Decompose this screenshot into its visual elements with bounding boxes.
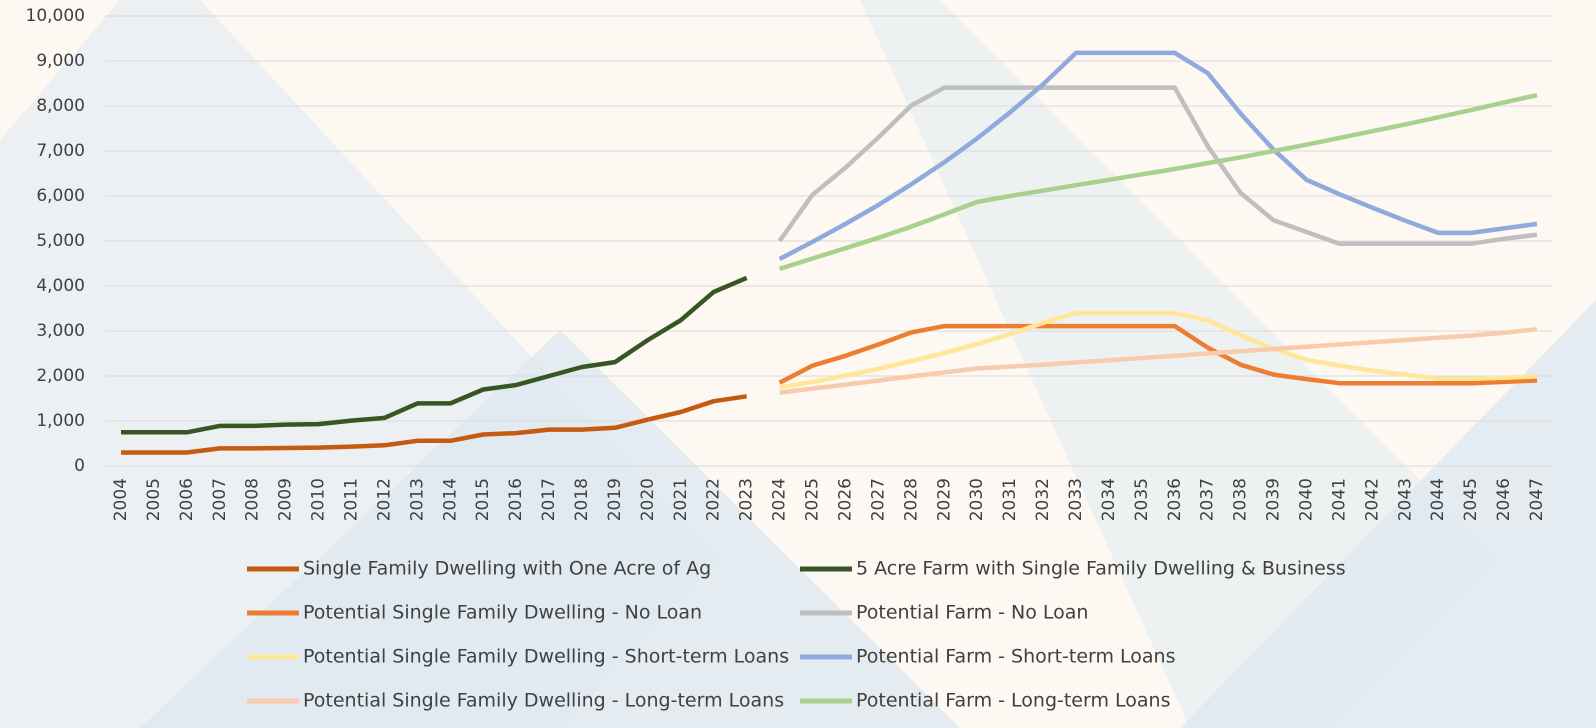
- y-tick-label: 6,000: [36, 186, 85, 206]
- y-tick-label: 9,000: [36, 51, 85, 71]
- series-line: [777, 85, 1538, 246]
- decoration: [1180, 300, 1596, 728]
- x-tick-label: 2028: [901, 478, 921, 521]
- axis-labels: 0 1,000 2,000 3,000 4,000 5,000 6,000 7,000 8,00…: [26, 6, 1547, 521]
- legend-label: Potential Farm - Long-term Loans: [856, 690, 1170, 712]
- series-line: [121, 394, 748, 455]
- series-line: [121, 275, 748, 435]
- x-tick-label: 2039: [1264, 478, 1284, 521]
- series-line: [778, 323, 1538, 386]
- decoration: [860, 0, 1500, 728]
- x-tick-label: 2023: [737, 478, 757, 521]
- x-tick-label: 2032: [1033, 478, 1053, 521]
- x-tick-label: 2007: [210, 478, 230, 521]
- y-tick-label: 1,000: [36, 411, 85, 431]
- x-tick-label: 2036: [1165, 478, 1185, 521]
- x-tick-label: 2040: [1296, 478, 1316, 521]
- x-tick-label: 2025: [803, 478, 823, 521]
- x-tick-label: 2042: [1362, 478, 1382, 521]
- x-tick-label: 2010: [309, 478, 329, 521]
- x-tick-label: 2026: [835, 478, 855, 521]
- x-tick-label: 2024: [770, 478, 790, 521]
- x-tick-label: 2037: [1198, 478, 1218, 521]
- x-tick-label: 2015: [473, 478, 493, 521]
- x-tick-label: 2033: [1066, 478, 1086, 521]
- y-tick-label: 7,000: [36, 141, 85, 161]
- x-tick-label: 2043: [1395, 478, 1415, 521]
- y-tick-label: 0: [74, 456, 85, 476]
- x-tick-label: 2018: [572, 478, 592, 521]
- x-tick-label: 2022: [704, 478, 724, 521]
- x-tick-label: 2009: [276, 478, 296, 521]
- series-line: [779, 310, 1538, 390]
- x-tick-label: 2004: [111, 478, 131, 521]
- legend-label: Potential Single Family Dwelling - Long-…: [303, 690, 784, 712]
- decoration: [140, 330, 960, 728]
- x-tick-label: 2008: [243, 478, 263, 521]
- x-tick-label: 2027: [868, 478, 888, 521]
- x-tick-label: 2035: [1132, 478, 1152, 521]
- x-tick-label: 2019: [605, 478, 625, 521]
- x-tick-label: 2014: [440, 478, 460, 521]
- y-tick-label: 10,000: [26, 6, 85, 26]
- x-tick-label: 2011: [342, 478, 362, 521]
- y-tick-label: 4,000: [36, 276, 85, 296]
- x-tick-label: 2016: [506, 478, 526, 521]
- x-tick-label: 2034: [1099, 478, 1119, 521]
- x-tick-label: 2030: [967, 478, 987, 521]
- y-tick-label: 2,000: [36, 366, 85, 386]
- x-tick-label: 2038: [1231, 478, 1251, 521]
- plot: [121, 50, 1538, 455]
- x-tick-label: 2041: [1329, 478, 1349, 521]
- series-line: [778, 93, 1538, 272]
- x-tick-label: 2017: [539, 478, 559, 521]
- legend-label: Potential Farm - No Loan: [856, 602, 1088, 624]
- y-tick-label: 8,000: [36, 96, 85, 116]
- legend-label: Potential Single Family Dwelling - No Lo…: [303, 602, 702, 624]
- legend: Single Family Dwelling with One Acre of …: [247, 558, 1346, 712]
- x-tick-label: 2029: [934, 478, 954, 521]
- x-tick-label: 2020: [638, 478, 658, 521]
- x-tick-label: 2006: [177, 478, 197, 521]
- legend-label: 5 Acre Farm with Single Family Dwelling …: [856, 558, 1346, 580]
- x-tick-label: 2046: [1494, 478, 1514, 521]
- x-tick-label: 2005: [144, 478, 164, 521]
- legend-label: Single Family Dwelling with One Acre of …: [303, 558, 711, 580]
- x-tick-label: 2012: [374, 478, 394, 521]
- y-tick-label: 5,000: [36, 231, 85, 251]
- grid: [105, 15, 1553, 467]
- x-tick-label: 2045: [1461, 478, 1481, 521]
- x-tick-label: 2047: [1527, 478, 1547, 521]
- series-line: [778, 50, 1538, 261]
- x-tick-label: 2044: [1428, 478, 1448, 521]
- series-line: [779, 326, 1538, 395]
- legend-label: Potential Farm - Short-term Loans: [856, 646, 1176, 668]
- x-tick-label: 2031: [1000, 478, 1020, 521]
- y-tick-label: 3,000: [36, 321, 85, 341]
- legend-label: Potential Single Family Dwelling - Short…: [303, 646, 789, 668]
- x-tick-label: 2013: [407, 478, 427, 521]
- x-tick-label: 2021: [671, 478, 691, 521]
